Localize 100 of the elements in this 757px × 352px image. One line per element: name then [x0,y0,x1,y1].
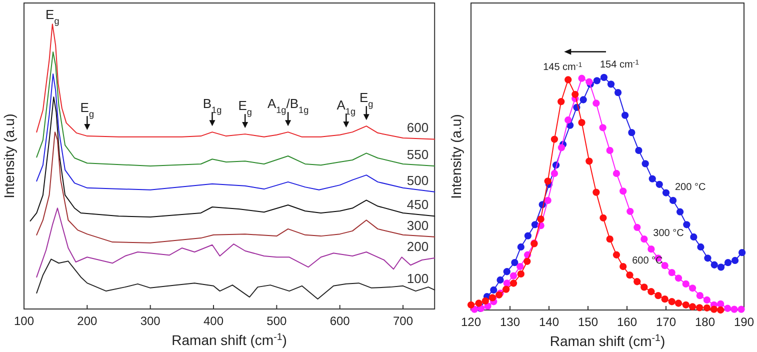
point [661,262,668,270]
y-axis-title: Intensity (a.u) [1,114,17,198]
point [517,243,524,251]
annotation: 300 °C [653,228,684,240]
annotation: E$_{g}$ [238,98,252,118]
point [654,292,662,300]
point [550,136,558,143]
y-axis-title: Intensity (a.u) [448,114,464,199]
x-tick-label: 190 [734,315,754,329]
point [688,303,696,310]
point [696,292,704,300]
point [661,296,668,303]
point [600,214,607,222]
point [704,254,712,262]
point [626,272,634,279]
point [696,304,704,312]
point [496,276,504,284]
point [564,116,572,124]
point [717,306,724,314]
point [717,300,724,308]
series-label: 300 [406,218,429,233]
point [531,221,539,228]
annotation: 145 cm$^{-1}$ [543,61,582,73]
point [738,248,746,256]
series-label: 450 [406,197,429,212]
x-axis-title: Raman shift (cm$^{-1}$) [550,332,666,349]
point [724,258,732,266]
annotation: 200 °C [675,182,706,193]
point [544,196,552,204]
point [558,144,566,152]
point [503,280,510,287]
point [731,256,739,264]
series-label: 100 [406,270,429,286]
point [612,251,620,258]
point [682,280,690,288]
x-tick-label: 600 [330,314,350,328]
annotation: A$_{1g}$ [336,97,356,116]
x-tick-label: 170 [656,315,676,329]
point [688,284,696,292]
annotation: E$_{g}$ [360,90,374,110]
x-tick-label: 700 [393,314,414,328]
point [606,146,614,154]
point [703,304,711,312]
point [635,146,642,154]
point [502,286,510,293]
x-tick-label: 200 [77,314,98,328]
x-tick-label: 140 [538,315,560,329]
point [724,304,732,312]
series-label: 600 [406,120,429,136]
point [668,298,676,306]
point [738,306,745,313]
point [593,77,601,84]
point [621,112,629,119]
point [648,288,655,296]
point [662,189,670,196]
point [558,98,565,106]
point [668,268,676,276]
annotation: E$_{g}$ [46,7,60,26]
point [703,296,711,304]
x-tick-label: 160 [616,315,638,329]
point [656,180,663,188]
point [634,278,641,286]
series-label: 200 [406,239,429,254]
point [580,96,587,104]
point [634,224,641,231]
point [640,236,648,243]
point [524,232,532,240]
point [510,272,518,280]
point [517,270,524,278]
annotation: B$_{1g}$ [202,96,222,116]
point [586,78,593,86]
point [599,124,606,132]
point [710,306,718,313]
x-tick-label: 180 [694,315,716,329]
point [620,262,627,270]
point [511,258,518,266]
point [550,170,558,178]
point [710,261,718,268]
point [612,170,620,178]
point [620,188,627,195]
point [524,258,531,265]
point [490,286,498,294]
point [467,301,475,308]
point [586,158,593,165]
point [544,178,552,185]
point [626,208,634,215]
point [669,196,677,204]
annotation: E$_{g}$ [80,100,94,120]
point [503,268,510,276]
point [592,188,600,196]
x-tick-label: 130 [500,315,520,329]
point [614,88,622,96]
point [640,284,648,291]
point [600,74,608,81]
point [488,294,496,302]
point [572,90,579,98]
x-tick-label: 300 [140,314,161,328]
series-label: 500 [406,172,429,188]
annotation: 154 cm$^{-1}$ [600,58,640,70]
point [564,76,572,84]
